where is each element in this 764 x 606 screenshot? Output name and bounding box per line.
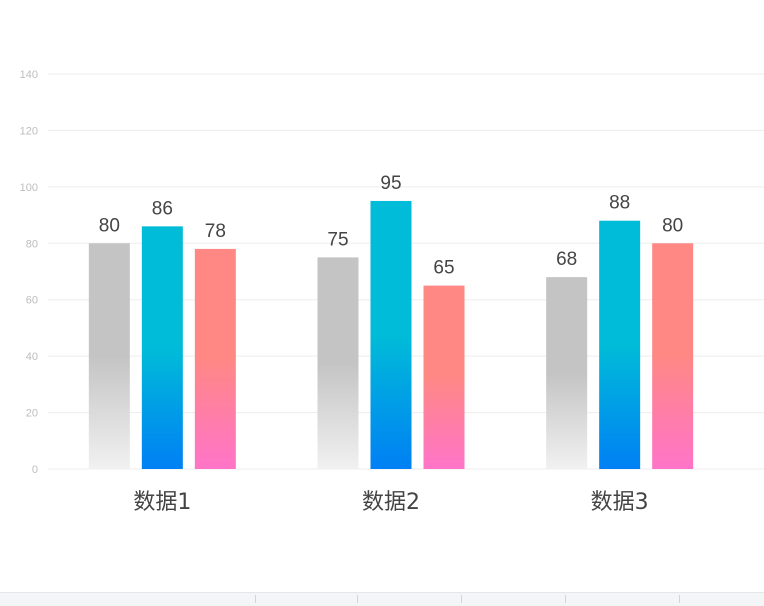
bar-value-label: 75 xyxy=(327,229,348,250)
y-tick-label: 40 xyxy=(26,351,38,363)
bar-value-label: 80 xyxy=(99,215,120,236)
y-tick-label: 0 xyxy=(32,464,38,476)
bar xyxy=(141,226,183,469)
bar xyxy=(599,220,641,469)
strip-divider xyxy=(357,595,358,603)
data-labels: 80 86 78 75 95 65 68 88 80 xyxy=(99,173,683,279)
strip-divider xyxy=(679,595,680,603)
bar-value-label: 65 xyxy=(433,258,454,279)
y-tick-label: 100 xyxy=(20,182,38,194)
strip-divider xyxy=(565,595,566,603)
bar xyxy=(88,243,130,469)
bar xyxy=(370,200,412,469)
y-tick-label: 120 xyxy=(20,125,38,137)
x-tick-label: 数据3 xyxy=(591,490,649,515)
bar xyxy=(546,277,588,469)
bar-value-label: 78 xyxy=(205,221,226,242)
bar xyxy=(423,285,465,469)
x-axis-ticks: 数据1 数据2 数据3 xyxy=(133,490,648,515)
y-axis-ticks: 0 20 40 60 80 100 120 140 xyxy=(20,69,38,476)
bar xyxy=(317,257,359,469)
bottom-scrollbar-strip xyxy=(0,592,764,606)
y-tick-label: 80 xyxy=(26,238,38,250)
bar xyxy=(194,248,236,469)
bar-chart: 0 20 40 60 80 100 120 140 80 86 78 75 95 65 68 88 80 数据… xyxy=(20,69,764,515)
bar-value-label: 88 xyxy=(609,193,630,214)
x-tick-label: 数据1 xyxy=(133,490,191,515)
bar-value-label: 95 xyxy=(380,173,401,194)
y-tick-label: 20 xyxy=(26,408,38,420)
strip-divider xyxy=(255,595,256,603)
bar-value-label: 68 xyxy=(556,249,577,270)
bars xyxy=(88,200,694,469)
y-tick-label: 60 xyxy=(26,295,38,307)
bar xyxy=(652,243,694,469)
strip-divider xyxy=(461,595,462,603)
x-tick-label: 数据2 xyxy=(362,490,420,515)
bar-value-label: 86 xyxy=(152,198,173,219)
y-tick-label: 140 xyxy=(20,69,38,81)
bar-value-label: 80 xyxy=(662,215,683,236)
